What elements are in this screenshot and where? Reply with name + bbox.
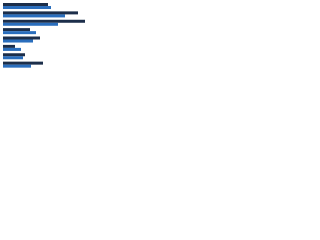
bar [3, 56, 23, 60]
bar [3, 14, 65, 18]
bar [3, 47, 21, 51]
bar [3, 44, 15, 48]
chart [3, 3, 85, 68]
bar [3, 53, 25, 57]
bar [3, 36, 40, 40]
bar [3, 64, 31, 68]
bar [3, 39, 33, 43]
bar [3, 19, 85, 23]
bar [3, 31, 36, 35]
bar [3, 61, 43, 65]
bar [3, 11, 78, 15]
bar [3, 22, 58, 26]
bar [3, 28, 30, 32]
bar [3, 3, 48, 7]
bar [3, 6, 51, 10]
